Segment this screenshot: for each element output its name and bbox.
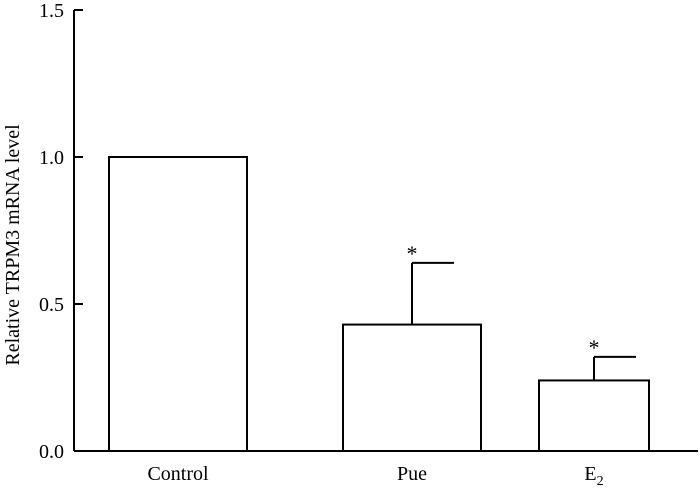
significance-marker: * — [589, 335, 600, 360]
bars: ** — [108, 156, 650, 452]
significance-marker: * — [407, 241, 418, 266]
y-axis-label: Relative TRPM3 mRNA level — [2, 124, 24, 366]
bar — [342, 323, 482, 452]
bar — [538, 379, 650, 452]
bar — [108, 156, 248, 452]
category-label: E2 — [584, 463, 603, 489]
category-labels: Control Pue E2 — [147, 463, 603, 489]
category-label: Control — [147, 463, 209, 485]
y-tick-label: 0.5 — [39, 294, 64, 316]
y-axis: 0.0 0.5 1.0 1.5 — [39, 0, 83, 463]
y-tick-label: 0.0 — [39, 441, 64, 463]
y-tick-label: 1.5 — [39, 0, 64, 22]
category-label: Pue — [397, 463, 427, 485]
y-tick-label: 1.0 — [39, 147, 64, 169]
